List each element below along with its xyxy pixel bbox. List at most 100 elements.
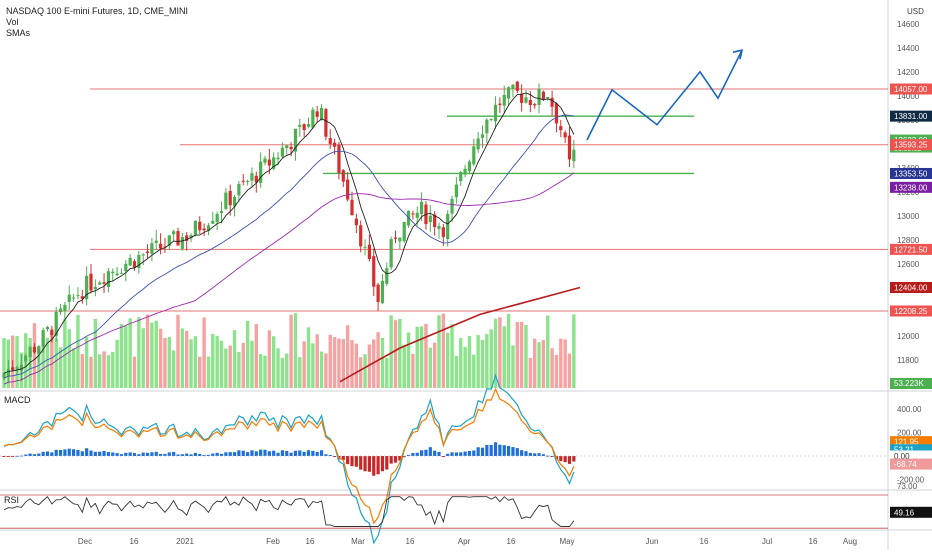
macd-histogram-bar xyxy=(298,450,302,456)
candle-body xyxy=(420,201,424,215)
volume-bar xyxy=(385,357,389,388)
time-tick-label: Jun xyxy=(646,537,659,546)
price-label-box xyxy=(890,181,932,193)
macd-histogram-bar xyxy=(111,452,115,456)
candle-body xyxy=(89,273,93,291)
macd-histogram-bar xyxy=(189,454,193,456)
price-label-text: 12721.50 xyxy=(894,245,928,254)
candle-body xyxy=(389,239,393,268)
candle-body xyxy=(363,246,367,248)
volume-bar xyxy=(45,337,50,388)
rsi-label-box xyxy=(890,506,932,518)
macd-histogram-bar xyxy=(267,451,271,456)
candle-body xyxy=(298,124,302,127)
macd-histogram-bar xyxy=(324,454,328,456)
candle-body xyxy=(572,149,576,162)
macd-histogram-bar xyxy=(67,448,71,456)
axis-layer: 1460014400142001400013800136001340013200… xyxy=(78,20,925,546)
volume-bar xyxy=(145,314,150,388)
candle-body xyxy=(524,97,528,103)
candle-body xyxy=(180,237,184,249)
price-tick-label: 14200 xyxy=(897,68,920,77)
candle-body xyxy=(333,142,337,147)
volume-bar xyxy=(132,356,137,388)
candle-body xyxy=(372,256,376,287)
macd-histogram-bar xyxy=(424,449,428,456)
candle-body xyxy=(263,158,267,163)
volume-bar xyxy=(58,347,63,388)
volume-bar xyxy=(189,339,193,388)
volume-bar xyxy=(389,315,393,388)
macd-histogram-bar xyxy=(459,452,463,456)
macd-histogram-bar xyxy=(45,451,50,456)
candle-body xyxy=(106,271,110,288)
price-label-text: 13831.00 xyxy=(894,112,928,121)
candle-body xyxy=(176,231,180,246)
time-tick-label: 2021 xyxy=(176,537,194,546)
macd-histogram-bar xyxy=(76,449,80,456)
candle-body xyxy=(546,97,550,99)
macd-histogram-bar xyxy=(276,452,280,456)
currency-label: USD xyxy=(907,7,924,16)
time-tick-label: Aug xyxy=(843,537,857,546)
macd-label-text: 53.21 xyxy=(894,446,915,455)
macd-histogram-bar xyxy=(306,450,311,456)
price-tick-label: 12800 xyxy=(897,236,920,245)
price-label-text: 12208.25 xyxy=(894,307,928,316)
time-tick-label: 16 xyxy=(809,537,818,546)
candle-body xyxy=(280,147,284,157)
macd-histogram-bar xyxy=(354,456,358,467)
volume-bar xyxy=(411,353,415,388)
macd-histogram-bar xyxy=(472,450,476,456)
macd-histogram-bar xyxy=(202,455,206,457)
price-label-text: 12404.00 xyxy=(894,283,928,292)
macd-histogram-bar xyxy=(402,456,406,458)
time-tick-label: Apr xyxy=(458,537,471,546)
volume-bar xyxy=(89,356,93,388)
volume-bar xyxy=(54,338,58,388)
candle-body xyxy=(367,244,371,260)
candle-body xyxy=(380,280,385,304)
price-label-box xyxy=(890,110,932,122)
price-tick-label: 13000 xyxy=(897,212,920,221)
macd-histogram-bar xyxy=(537,453,541,456)
candle-body xyxy=(72,297,76,299)
sma-layer xyxy=(3,92,581,385)
candle-body xyxy=(433,214,437,228)
macd-histogram-bar xyxy=(63,449,67,456)
macd-histogram-bar xyxy=(433,450,437,456)
volume-bar xyxy=(489,329,493,388)
macd-histogram-bar xyxy=(141,452,145,456)
candle-body xyxy=(98,282,102,285)
candle-body xyxy=(172,231,176,235)
macd-histogram-bar xyxy=(563,456,567,463)
candle-body xyxy=(45,327,50,330)
rsi-tick-label: 73.00 xyxy=(897,482,918,491)
macd-histogram-bar xyxy=(137,454,141,456)
macd-histogram-bar xyxy=(50,452,54,456)
volume-bar xyxy=(71,348,76,388)
volume-bar xyxy=(363,354,367,388)
candle-body xyxy=(250,173,254,181)
candle-body xyxy=(228,190,232,206)
price-tick-label: 11800 xyxy=(897,356,919,365)
candle-body xyxy=(19,364,23,371)
candle-body xyxy=(6,369,10,377)
macd-histogram-bar xyxy=(206,454,211,456)
candle-body xyxy=(24,355,28,362)
macd-histogram-bar xyxy=(32,454,37,456)
candle-body xyxy=(306,124,311,127)
projection-layer xyxy=(586,49,744,141)
macd-histogram-bar xyxy=(159,454,163,456)
candle-body xyxy=(272,157,276,169)
volume-bar xyxy=(306,327,311,388)
volume-bar xyxy=(359,357,363,388)
chart-title: NASDAQ 100 E-mini Futures, 1D, CME_MINI xyxy=(6,6,188,16)
volume-bar xyxy=(254,324,258,388)
volume-label-text: 53.223K xyxy=(894,379,924,388)
volume-bar xyxy=(350,340,354,388)
candle-body xyxy=(315,111,319,117)
time-tick-label: Feb xyxy=(266,537,280,546)
volume-bar xyxy=(115,339,119,388)
